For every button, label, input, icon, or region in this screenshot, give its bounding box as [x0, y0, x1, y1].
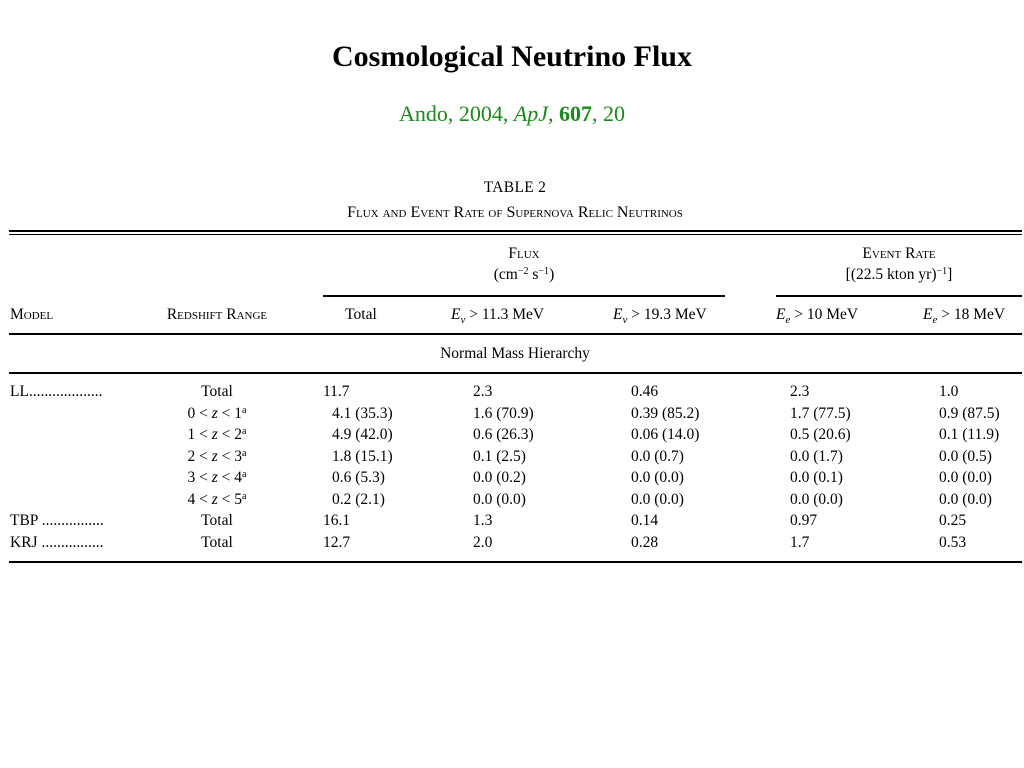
cell-f1: 0.0 (0.2) [473, 469, 526, 486]
cell-r2: 0.0 (0.5) [939, 447, 992, 465]
section-heading: Normal Mass Hierarchy [440, 345, 590, 362]
table-top-rule [9, 234, 1022, 235]
cell-f2: 0.46 [631, 383, 659, 400]
model-name: TBP ................ [10, 512, 104, 529]
cell-r2: 1.0 [939, 383, 959, 400]
cell-r1: 0.0 (0.1) [790, 469, 843, 486]
model-name: KRJ ................ [10, 533, 104, 551]
citation-separator: , [592, 101, 604, 126]
cell-r2: 0.0 (0.0) [939, 490, 992, 508]
cell-total: 1.8 (15.1) [332, 447, 393, 465]
cell-f1: 2.0 [473, 533, 493, 551]
cell-f1: 1.6 (70.9) [473, 404, 534, 422]
col-header-total: Total [345, 306, 377, 323]
cell-r1: 1.7 (77.5) [790, 404, 851, 422]
col-header-rate-e2: Ee > 18 MeV [923, 306, 1006, 327]
redshift-range: Total [201, 512, 233, 529]
cell-r2: 0.9 (87.5) [939, 404, 1000, 422]
cell-total: 4.9 (42.0) [332, 426, 393, 443]
redshift-range: Total [201, 383, 233, 400]
col-header-model: Model [10, 306, 54, 323]
cell-total: 0.2 (2.1) [332, 490, 385, 508]
citation-journal: ApJ [513, 101, 549, 126]
col-header-rate-e1: Ee > 10 MeV [776, 306, 859, 327]
redshift-range: 1 < z < 2a [187, 426, 247, 443]
cell-r2: 0.53 [939, 533, 967, 551]
redshift-range: Total [201, 533, 233, 551]
citation-separator: , [548, 101, 560, 126]
cell-f1: 0.0 (0.0) [473, 490, 526, 508]
table-caption: Flux and Event Rate of Supernova Relic N… [347, 204, 683, 221]
cell-f2: 0.28 [631, 533, 659, 551]
citation-author-year: Ando, 2004, [398, 101, 514, 126]
col-header-flux-e2: Eν > 19.3 MeV [613, 306, 707, 327]
citation-page: 20 [603, 101, 626, 126]
rate-group-unit: [(22.5 kton yr)−1] [845, 266, 953, 283]
cell-r1: 0.0 (1.7) [790, 447, 843, 465]
cell-f2: 0.0 (0.0) [631, 490, 684, 508]
cell-f2: 0.0 (0.7) [631, 447, 684, 465]
flux-group-rule [323, 295, 725, 297]
cell-f2: 0.0 (0.0) [631, 469, 684, 486]
cell-r1: 1.7 [790, 533, 810, 551]
table-bottom-rule [9, 561, 1022, 563]
col-header-redshift: Redshift Range [166, 306, 268, 323]
cell-f2: 0.39 (85.2) [631, 404, 700, 422]
redshift-range: 0 < z < 1a [187, 404, 247, 422]
cell-f2: 0.14 [631, 512, 659, 529]
redshift-range: 2 < z < 3a [187, 447, 247, 465]
citation-volume: 607 [559, 101, 593, 126]
rate-group-title: Event Rate [862, 245, 936, 262]
cell-f1: 1.3 [473, 512, 493, 529]
model-name: LL................... [10, 383, 103, 400]
cell-r1: 0.0 (0.0) [790, 490, 843, 508]
cell-total: 0.6 (5.3) [332, 469, 385, 486]
slide-title: Cosmological Neutrino Flux [332, 40, 692, 73]
cell-total: 11.7 [323, 383, 350, 400]
redshift-range: 4 < z < 5a [187, 490, 247, 508]
flux-group-title: Flux [508, 245, 540, 262]
cell-total: 16.1 [323, 512, 351, 529]
rate-group-rule [776, 295, 1022, 297]
header-bottom-rule [9, 333, 1022, 335]
redshift-range: 3 < z < 4a [187, 469, 247, 486]
table-label: TABLE 2 [483, 179, 547, 196]
cell-f1: 2.3 [473, 383, 493, 400]
cell-total: 4.1 (35.3) [332, 404, 393, 422]
flux-group-unit: (cm−2 s−1) [493, 266, 555, 283]
cell-r1: 0.97 [790, 512, 818, 529]
section-rule [9, 372, 1022, 374]
cell-r2: 0.1 (11.9) [939, 426, 1000, 443]
cell-total: 12.7 [323, 533, 351, 551]
cell-r1: 0.5 (20.6) [790, 426, 851, 443]
cell-r2: 0.25 [939, 512, 967, 529]
col-header-flux-e1: Eν > 11.3 MeV [451, 306, 545, 327]
cell-f1: 0.6 (26.3) [473, 426, 534, 443]
cell-r2: 0.0 (0.0) [939, 469, 992, 486]
cell-r1: 2.3 [790, 383, 810, 400]
cell-f2: 0.06 (14.0) [631, 426, 700, 443]
citation: Ando, 2004, ApJ, 607, 20 [0, 101, 1024, 127]
cell-f1: 0.1 (2.5) [473, 447, 526, 465]
table-top-rule [9, 230, 1022, 232]
